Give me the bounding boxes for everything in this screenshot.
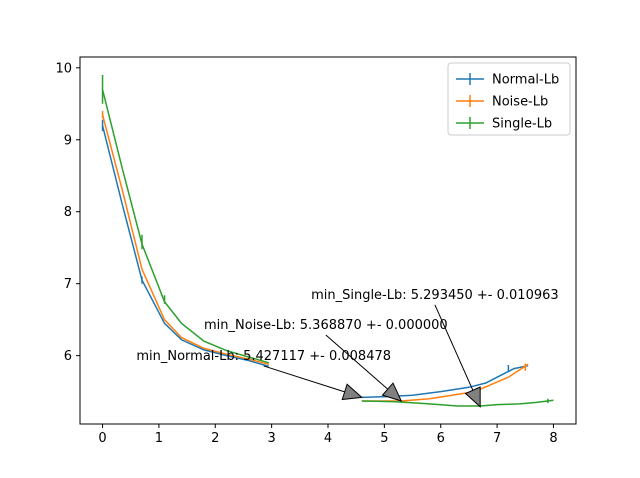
x-tick-label-4: 4	[324, 431, 332, 446]
legend-box	[447, 62, 571, 136]
annotation-arrow-head-2	[464, 386, 481, 408]
x-tick-label-6: 6	[437, 431, 445, 446]
annotation-label-2: min_Single-Lb: 5.293450 +- 0.010963	[311, 288, 559, 303]
x-tick-label-3: 3	[267, 431, 275, 446]
annotation-label-1: min_Noise-Lb: 5.368870 +- 0.000000	[204, 318, 448, 333]
legend: Normal-Lb Noise-Lb Single-Lb	[447, 62, 571, 136]
x-tick-label-0: 0	[98, 431, 106, 446]
legend-label-1: Noise-Lb	[492, 95, 548, 110]
annotation-arrow-head-1	[381, 382, 403, 402]
annotations-layer: min_Normal-Lb: 5.427117 +- 0.008478 min_N…	[136, 288, 559, 408]
series-line-1-segment-0	[101, 114, 269, 366]
legend-label-2: Single-Lb	[492, 117, 552, 132]
annotation-arrow-head-0	[341, 383, 363, 401]
legend-label-0: Normal-Lb	[492, 73, 559, 88]
y-tick-label-3: 9	[64, 133, 72, 148]
y-tick-label-0: 6	[64, 349, 72, 364]
y-tick-label-2: 8	[64, 205, 72, 220]
ticks-layer: 0 1 2 3 4 5 6 7 8 6 7 8 9 10	[55, 61, 557, 446]
x-tick-label-7: 7	[493, 431, 501, 446]
y-tick-label-4: 10	[55, 61, 72, 76]
x-tick-label-8: 8	[549, 431, 557, 446]
series-line-2-segment-0	[101, 89, 270, 364]
annotation-label-0: min_Normal-Lb: 5.427117 +- 0.008478	[136, 349, 391, 364]
x-tick-label-5: 5	[380, 431, 388, 446]
y-tick-label-1: 7	[64, 277, 72, 292]
x-tick-label-2: 2	[211, 431, 219, 446]
series-line-1-segment-1	[361, 363, 529, 402]
annotation-arrow-shaft-1	[325, 334, 389, 390]
annotation-arrow-shaft-0	[263, 365, 345, 393]
annotation-arrow-shaft-2	[434, 304, 474, 391]
series-line-0-segment-0	[101, 125, 270, 368]
x-tick-label-1: 1	[155, 431, 163, 446]
